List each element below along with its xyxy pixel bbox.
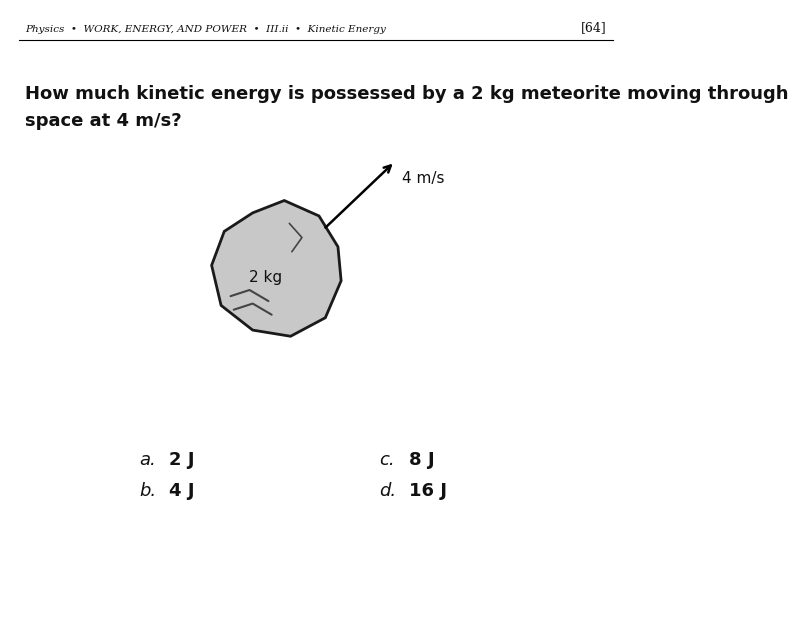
Text: 2 kg: 2 kg bbox=[249, 270, 282, 285]
Text: 4 J: 4 J bbox=[170, 481, 194, 500]
Text: d.: d. bbox=[379, 481, 396, 500]
Text: How much kinetic energy is possessed by a 2 kg meteorite moving through: How much kinetic energy is possessed by … bbox=[26, 85, 789, 103]
Text: b.: b. bbox=[139, 481, 156, 500]
Text: 16 J: 16 J bbox=[410, 481, 447, 500]
Text: Physics  •  WORK, ENERGY, AND POWER  •  III.ii  •  Kinetic Energy: Physics • WORK, ENERGY, AND POWER • III.… bbox=[26, 25, 386, 34]
Text: 4 m/s: 4 m/s bbox=[402, 172, 445, 186]
Text: 8 J: 8 J bbox=[410, 450, 435, 469]
Polygon shape bbox=[212, 201, 341, 336]
Text: 2 J: 2 J bbox=[170, 450, 194, 469]
Text: [64]: [64] bbox=[581, 21, 606, 34]
Text: a.: a. bbox=[139, 450, 156, 469]
Text: space at 4 m/s?: space at 4 m/s? bbox=[26, 112, 182, 130]
Text: c.: c. bbox=[379, 450, 394, 469]
